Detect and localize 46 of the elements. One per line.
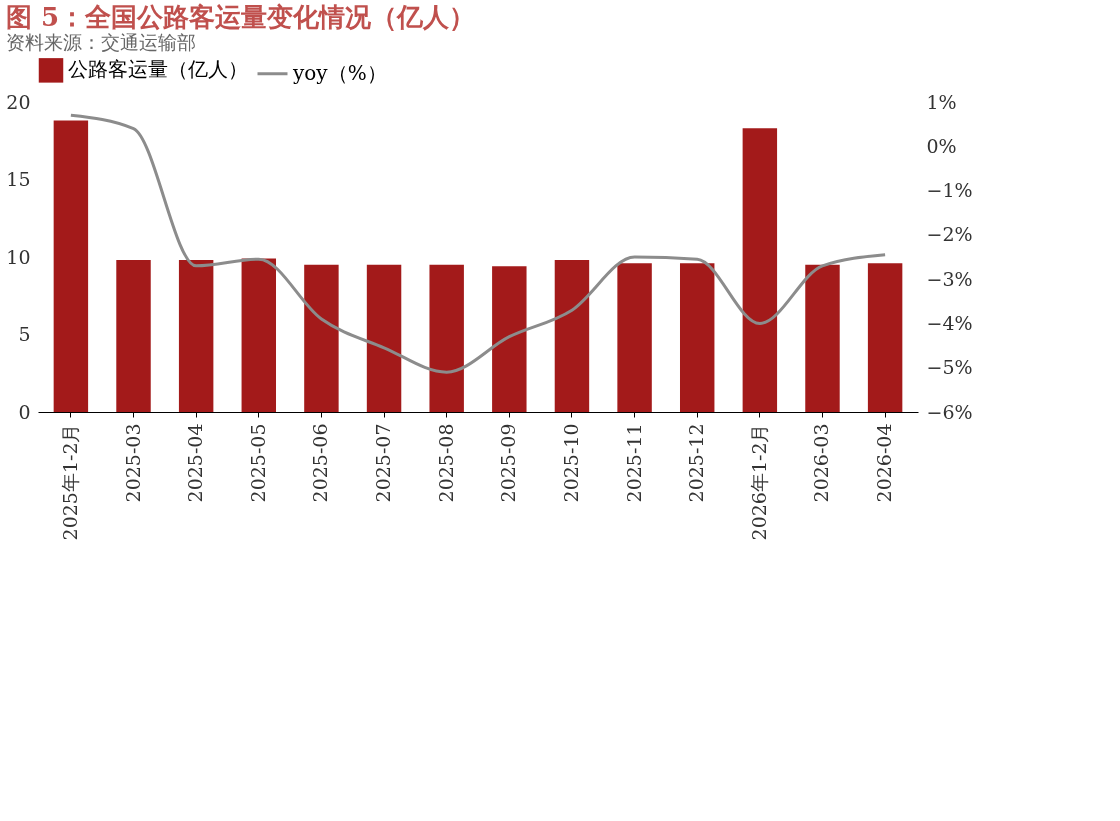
bar [867,263,903,412]
x-tick-label: 2025-10 [559,423,582,503]
y2-tick-label: −3% [926,267,973,290]
bar [742,128,778,412]
y-tick-label: 5 [18,323,31,345]
bar [679,263,715,412]
bar [617,263,652,412]
y2-tick-label: −6% [926,400,973,423]
y2-tick-label: −4% [926,311,973,334]
chart-title: 图 5：全国公路客运量变化情况（亿人） [5,2,475,32]
bar [116,260,151,412]
y2-tick-label: −2% [926,223,973,246]
bar [554,260,590,412]
line-series [69,113,887,374]
text: 资料来源：交通运输部 [5,31,196,53]
x-tick-label: 2026-04 [873,423,896,503]
x-tick-label: 2025-06 [309,423,332,503]
x-tick-label: 2025-03 [121,423,144,503]
y2-tick-label: −1% [926,179,973,202]
x-tick-label: 2025-12 [685,423,708,503]
x-tick-label: 2025-09 [497,423,520,503]
bar [805,264,840,412]
y-tick-label: 20 [6,90,31,113]
x-tick-label: 2026-03 [810,423,833,503]
y2-tick-label: −5% [926,356,973,379]
bar [304,264,339,412]
bar [178,260,214,412]
x-tick-label: 2025-08 [434,423,457,503]
legend-label: yoy（%） [292,60,387,85]
bar [53,120,89,412]
x-tick-label: 2025-11 [622,423,645,503]
bar [241,258,277,412]
bar [429,264,464,412]
y2-tick-label: 1% [926,90,957,113]
x-tick-label: 2025年1-2月 [58,423,81,541]
y-tick-label: 0 [18,400,31,423]
y-tick-label: 15 [6,168,31,190]
y-tick-label: 10 [6,245,31,268]
x-tick-label: 2025-07 [372,423,395,503]
y2-tick-label: 0% [926,134,957,157]
x-tick-label: 2026年1-2月 [747,423,770,541]
legend-label: 公路客运量（亿人） [68,57,248,82]
x-tick-label: 2025-04 [184,423,207,503]
x-tick-label: 2025-05 [246,423,269,503]
bar [366,264,402,412]
bar [492,266,527,412]
